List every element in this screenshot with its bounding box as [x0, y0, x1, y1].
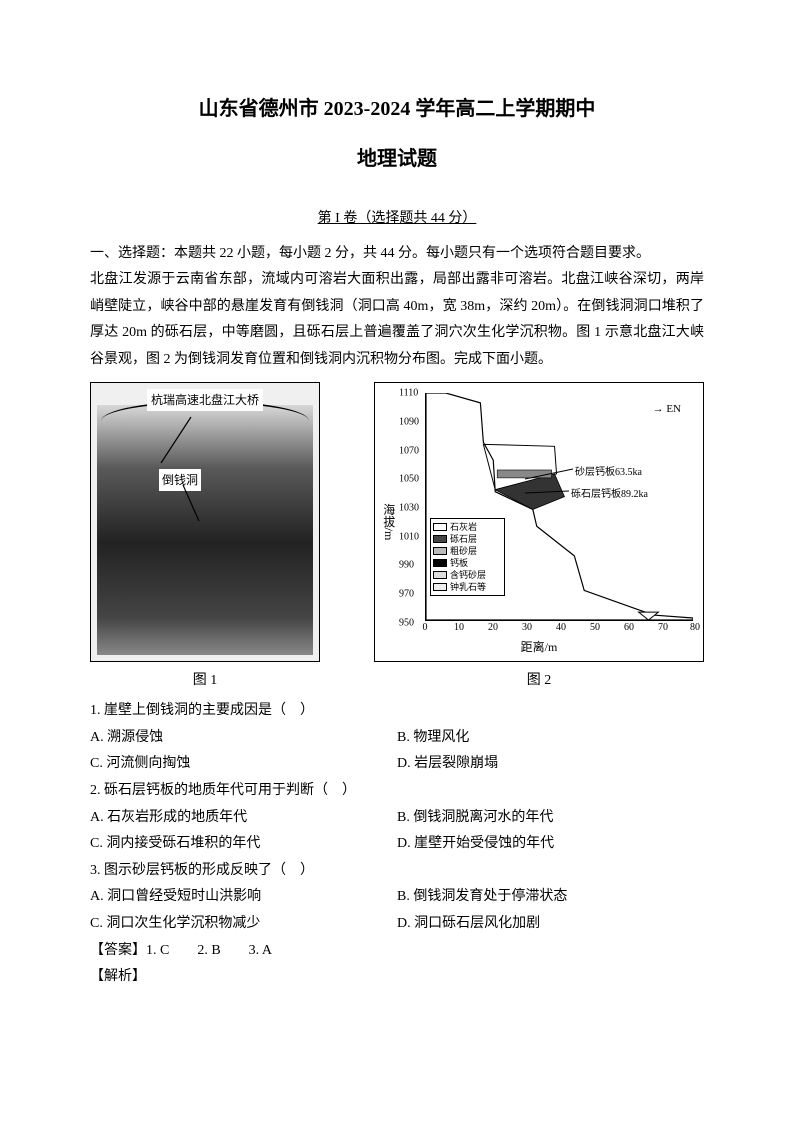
y-tick: 1110: [399, 383, 418, 402]
figure-2-callout-1: 砂层钙板63.5ka: [575, 463, 642, 482]
q3-option-a: A. 洞口曾经受短时山洪影响: [90, 884, 397, 911]
figure-1: 杭瑞高速北盘江大桥 倒钱洞 图 1: [90, 382, 320, 695]
y-tick: 970: [399, 584, 414, 603]
answers-line: 【答案】1. C 2. B 3. A: [90, 938, 704, 965]
y-tick: 1050: [399, 469, 419, 488]
q1-stem: 1. 崖壁上倒钱洞的主要成因是（ ）: [90, 698, 704, 725]
y-tick: 1010: [399, 527, 419, 546]
q1-option-c: C. 河流侧向掏蚀: [90, 751, 397, 778]
exam-title-sub: 地理试题: [90, 140, 704, 178]
exam-title-main: 山东省德州市 2023-2024 学年高二上学期期中: [90, 90, 704, 128]
section-header: 第 I 卷（选择题共 44 分）: [90, 206, 704, 233]
figure-2-caption: 图 2: [527, 668, 552, 695]
figure-2-chart: 海拔/m 距离/m 950 970 990 1010 1030 1050 107…: [374, 382, 704, 662]
q3-option-d: D. 洞口砾石层风化加剧: [397, 911, 704, 938]
y-tick: 1030: [399, 498, 419, 517]
figure-2-callout-arrow-icon: [525, 461, 585, 501]
passage-text: 北盘江发源于云南省东部，流域内可溶岩大面积出露，局部出露非可溶岩。北盘江峡谷深切…: [90, 267, 704, 373]
q3-option-b: B. 倒钱洞发育处于停滞状态: [397, 884, 704, 911]
y-tick: 990: [399, 555, 414, 574]
figure-1-image: 杭瑞高速北盘江大桥 倒钱洞: [90, 382, 320, 662]
q2-option-d: D. 崖壁开始受侵蚀的年代: [397, 831, 704, 858]
legend-label: 砾石层: [450, 533, 477, 545]
legend-label: 粗砂层: [450, 545, 477, 557]
y-tick: 1090: [399, 412, 419, 431]
figure-1-arrow-icon: [91, 383, 320, 662]
figure-2-north-label: → EN: [653, 399, 681, 420]
figure-1-caption: 图 1: [193, 668, 218, 695]
q2-option-c: C. 洞内接受砾石堆积的年代: [90, 831, 397, 858]
legend-label: 石灰岩: [450, 521, 477, 533]
q3-option-c: C. 洞口次生化学沉积物减少: [90, 911, 397, 938]
q1-option-a: A. 溯源侵蚀: [90, 725, 397, 752]
q1-option-b: B. 物理风化: [397, 725, 704, 752]
figure-2-legend: 石灰岩 砾石层 粗砂层 钙板 含钙砂层 钟乳石等: [430, 518, 505, 597]
q3-stem: 3. 图示砂层钙板的形成反映了（ ）: [90, 858, 704, 885]
instruction-text: 一、选择题：本题共 22 小题，每小题 2 分，共 44 分。每小题只有一个选项…: [90, 241, 704, 268]
q2-option-a: A. 石灰岩形成的地质年代: [90, 805, 397, 832]
analysis-label: 【解析】: [90, 964, 704, 991]
figure-2-y-axis-label: 海拔/m: [377, 503, 400, 540]
q2-stem: 2. 砾石层钙板的地质年代可用于判断（ ）: [90, 778, 704, 805]
figures-row: 杭瑞高速北盘江大桥 倒钱洞 图 1 海拔/m 距离/m 950 970 990 …: [90, 382, 704, 695]
q1-option-d: D. 岩层裂隙崩塌: [397, 751, 704, 778]
y-tick: 950: [399, 613, 414, 632]
figure-2-x-axis-label: 距离/m: [521, 636, 558, 659]
figure-2: 海拔/m 距离/m 950 970 990 1010 1030 1050 107…: [374, 382, 704, 695]
legend-label: 钙板: [450, 557, 468, 569]
legend-label: 含钙砂层: [450, 569, 486, 581]
q2-option-b: B. 倒钱洞脱离河水的年代: [397, 805, 704, 832]
legend-label: 钟乳石等: [450, 581, 486, 593]
y-tick: 1070: [399, 441, 419, 460]
